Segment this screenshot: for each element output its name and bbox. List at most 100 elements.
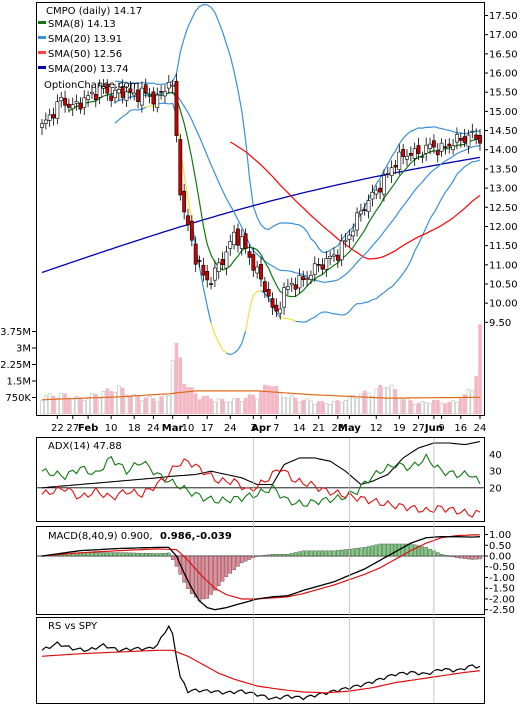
rs-title: RS vs SPY xyxy=(48,621,98,632)
candle-body xyxy=(428,143,432,149)
macd-histogram-bar xyxy=(355,548,359,557)
volume-bar xyxy=(289,395,294,415)
candle-body xyxy=(66,103,71,108)
bollinger-lower-line-seg-53 xyxy=(241,330,247,344)
candle-body xyxy=(420,156,425,158)
bollinger-lower-line-seg-84 xyxy=(360,301,365,305)
volume-bar xyxy=(155,401,160,415)
candle-body xyxy=(347,234,352,240)
macd-histogram-bar xyxy=(86,552,90,557)
candle-body xyxy=(239,236,244,249)
volume-y-tick-label: 3M xyxy=(16,344,31,355)
bollinger-lower-line-seg-91 xyxy=(387,286,392,290)
bollinger-lower-line-seg-71 xyxy=(310,316,315,320)
volume-bar xyxy=(220,398,225,415)
volume-bar xyxy=(63,393,67,415)
candle-body xyxy=(105,83,110,94)
macd-histogram-bar xyxy=(309,550,313,557)
candle-body xyxy=(266,289,271,297)
macd-histogram-bar xyxy=(259,555,263,557)
volume-bar xyxy=(82,400,87,415)
volume-bar xyxy=(382,387,386,415)
volume-bar xyxy=(44,395,48,415)
price-y-tick-label: 14.00 xyxy=(489,145,518,156)
macd-histogram-bar xyxy=(389,543,394,557)
bollinger-lower-line-seg-93 xyxy=(395,277,400,284)
candle-body xyxy=(285,286,290,290)
volume-bar xyxy=(224,401,229,415)
volume-bar xyxy=(40,400,44,415)
x-tick-label: 18 xyxy=(128,423,141,434)
macd-histogram-bar xyxy=(255,555,259,557)
volume-bar xyxy=(351,394,356,415)
macd-histogram-bar xyxy=(393,543,398,557)
candle-body xyxy=(462,136,467,143)
candle-body xyxy=(74,101,79,104)
x-tick-label: Jun xyxy=(424,423,443,434)
bollinger-lower-line-seg-99 xyxy=(417,235,423,245)
candle-body xyxy=(478,135,482,144)
volume-bar xyxy=(128,395,133,415)
bollinger-lower-line-seg-112 xyxy=(468,161,473,165)
candle-body xyxy=(136,89,140,102)
candle-body xyxy=(301,276,306,281)
candle-body xyxy=(328,255,333,259)
candle-body xyxy=(397,151,402,170)
candle-body xyxy=(170,84,175,87)
bollinger-upper-line xyxy=(114,3,480,254)
bollinger-lower-line-seg-82 xyxy=(352,303,358,308)
watermark-text: OptionChance.com xyxy=(44,80,139,91)
macd-y-tick-label: -1.50 xyxy=(489,584,515,595)
volume-bar xyxy=(232,398,236,415)
macd-histogram-bar xyxy=(117,552,121,557)
candle-body xyxy=(182,190,187,213)
candle-body xyxy=(55,101,60,119)
candle-body xyxy=(320,264,325,270)
candle-body xyxy=(424,144,429,154)
volume-bar xyxy=(90,393,94,415)
macd-histogram-bar xyxy=(474,555,478,560)
macd-histogram-bar xyxy=(282,554,286,557)
candle-body xyxy=(189,220,194,241)
macd-histogram-bar xyxy=(320,550,325,557)
macd-histogram-bar xyxy=(324,550,329,557)
macd-histogram-bar xyxy=(420,546,425,557)
volume-bar xyxy=(147,395,152,415)
bollinger-lower-line-seg-58 xyxy=(260,290,266,295)
volume-bar xyxy=(405,398,409,415)
bollinger-lower-line-seg-96 xyxy=(406,260,412,269)
bollinger-lower-line-seg-79 xyxy=(341,313,346,316)
macd-histogram-bar xyxy=(109,552,113,557)
candle-body xyxy=(385,172,390,175)
macd-histogram-bar xyxy=(240,555,244,564)
volume-bar xyxy=(143,397,148,415)
macd-histogram-bar xyxy=(224,555,229,577)
price-y-tick-label: 10.50 xyxy=(489,279,518,290)
volume-ma-line xyxy=(41,390,480,401)
volume-bar xyxy=(428,403,432,415)
candle-body xyxy=(270,298,275,308)
volume-bar xyxy=(432,399,436,415)
macd-histogram-bar xyxy=(343,549,348,557)
candle-body xyxy=(259,263,263,280)
volume-bar xyxy=(416,402,421,415)
candle-body xyxy=(151,91,156,105)
volume-bar xyxy=(324,403,329,415)
bollinger-lower-line-seg-97 xyxy=(410,250,416,261)
candle-body xyxy=(466,134,471,147)
macd-histogram-bar xyxy=(113,552,117,557)
volume-bar xyxy=(370,396,375,415)
sma50-line xyxy=(230,141,481,260)
macd-y-tick-label: 0.00 xyxy=(489,552,511,563)
x-tick-label: 3 xyxy=(250,423,256,434)
volume-bar xyxy=(455,401,459,415)
price-y-tick-label: 17.50 xyxy=(489,11,518,22)
volume-bar xyxy=(385,386,390,415)
candle-body xyxy=(309,274,313,280)
volume-bar xyxy=(443,403,448,415)
candle-body xyxy=(101,86,106,89)
macd-histogram-bar xyxy=(297,551,302,557)
candle-body xyxy=(212,267,217,281)
volume-bar xyxy=(424,402,429,415)
